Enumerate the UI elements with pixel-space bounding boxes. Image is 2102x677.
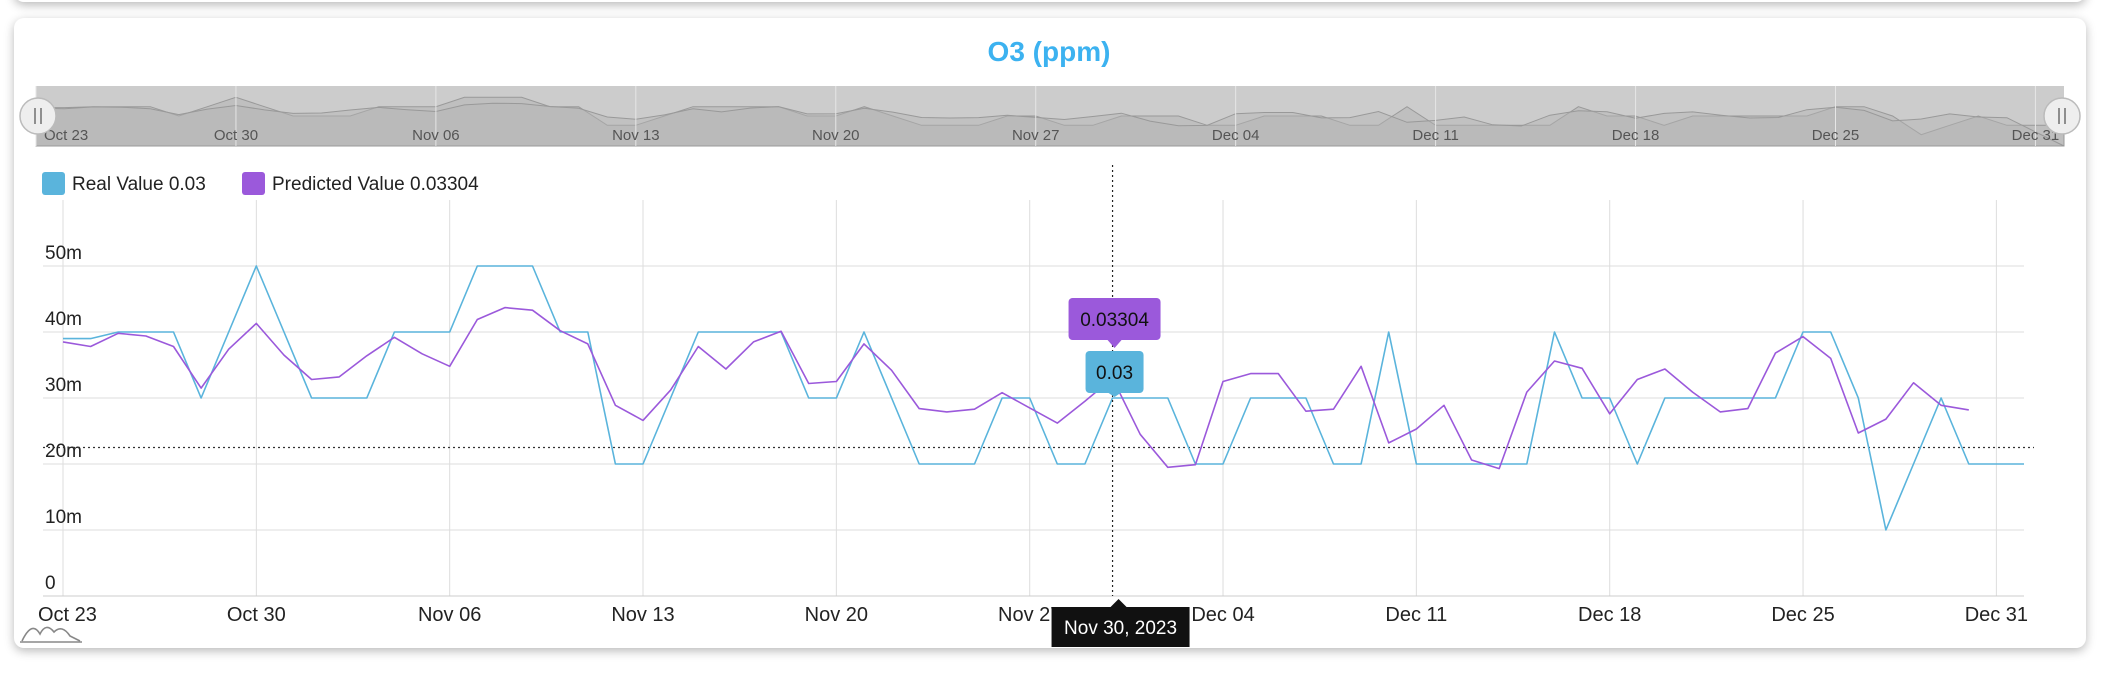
navigator-left-handle[interactable] <box>19 97 57 135</box>
tooltip-predicted-bg <box>1068 298 1161 340</box>
x-tick-label: Nov 27 <box>998 604 1061 626</box>
x-tick-label: Dec 18 <box>1578 604 1641 626</box>
navigator-real-area <box>35 96 2065 147</box>
tooltip-predicted-value: 0.03304 <box>1080 310 1149 331</box>
y-tick-label: 10m <box>45 507 82 528</box>
tooltip-date-arrow <box>1110 599 1127 607</box>
tooltip-real-box: 0.03 <box>1085 351 1144 397</box>
sparkline-icon[interactable] <box>20 626 82 643</box>
navigator-tick-label: Nov 13 <box>612 127 660 144</box>
previous-panel-edge <box>14 0 2086 2</box>
tooltip-real-bg <box>1085 351 1144 393</box>
legend-predicted-swatch <box>242 172 265 195</box>
legend-real-label: Real Value 0.03 <box>72 174 206 195</box>
y-tick-label: 30m <box>45 375 82 396</box>
legend-predicted-label: Predicted Value 0.03304 <box>272 174 479 195</box>
x-tick-label: Oct 23 <box>38 604 97 626</box>
x-tick-label: Dec 31 <box>1965 604 2028 626</box>
navigator-tick-label: Dec 04 <box>1212 127 1260 144</box>
legend-item-predicted[interactable]: Predicted Value 0.03304 <box>242 172 479 195</box>
navigator-tick-label: Nov 27 <box>1012 127 1060 144</box>
tooltip-real-arrow <box>1108 393 1121 397</box>
navigator-tick-label: Nov 20 <box>812 127 860 144</box>
navigator-tick-label: Dec 25 <box>1812 127 1860 144</box>
plot-area[interactable]: Oct 23 Oct 30 Nov 06 Nov 13 Nov 20 Nov 27 Dec … <box>38 200 2034 626</box>
y-tick-label: 40m <box>45 309 82 330</box>
x-tick-label: Nov 20 <box>805 604 868 626</box>
x-tick-label: Nov 13 <box>611 604 674 626</box>
tooltip-date-bg <box>1051 607 1190 647</box>
tooltip-date-label: Nov 30, 2023 <box>1064 618 1177 639</box>
legend-real-swatch <box>42 172 65 195</box>
tooltip-real-value: 0.03 <box>1096 363 1133 384</box>
x-tick-label: Dec 04 <box>1191 604 1254 626</box>
navigator-tick-label: Dec 31 <box>2012 127 2060 144</box>
navigator-tick-label: Nov 06 <box>412 127 460 144</box>
tooltip-predicted-box: 0.03304 <box>1068 298 1161 348</box>
tooltip-date-box: Nov 30, 2023 <box>1051 599 1190 647</box>
y-tick-label: 20m <box>45 441 82 462</box>
navigator-tick-label: Oct 23 <box>44 127 88 144</box>
navigator[interactable]: Oct 23 Oct 30 Nov 06 Nov 13 Nov 20 Nov 27 Dec … <box>19 86 2081 147</box>
real-value-line <box>63 265 2024 531</box>
tooltip: 0.03304 0.03 Nov 30, 2023 <box>1051 165 1190 647</box>
legend: Real Value 0.03 Predicted Value 0.03304 <box>42 172 479 195</box>
tooltip-predicted-arrow <box>1107 340 1122 348</box>
x-tick-label: Dec 25 <box>1771 604 1834 626</box>
navigator-right-handle[interactable] <box>2043 97 2081 135</box>
x-tick-label: Nov 06 <box>418 604 481 626</box>
y-tick-label: 50m <box>45 243 82 264</box>
navigator-tick-label: Dec 18 <box>1612 127 1660 144</box>
chart-title: O3 (ppm) <box>988 36 1111 67</box>
x-tick-label: Oct 30 <box>227 604 286 626</box>
navigator-tick-label: Dec 11 <box>1412 127 1458 144</box>
y-tick-label: 0 <box>45 573 56 594</box>
x-tick-label: Dec 11 <box>1385 604 1447 626</box>
navigator-tick-label: Oct 30 <box>214 127 258 144</box>
predicted-value-line <box>62 306 1969 470</box>
legend-item-real[interactable]: Real Value 0.03 <box>42 172 206 195</box>
